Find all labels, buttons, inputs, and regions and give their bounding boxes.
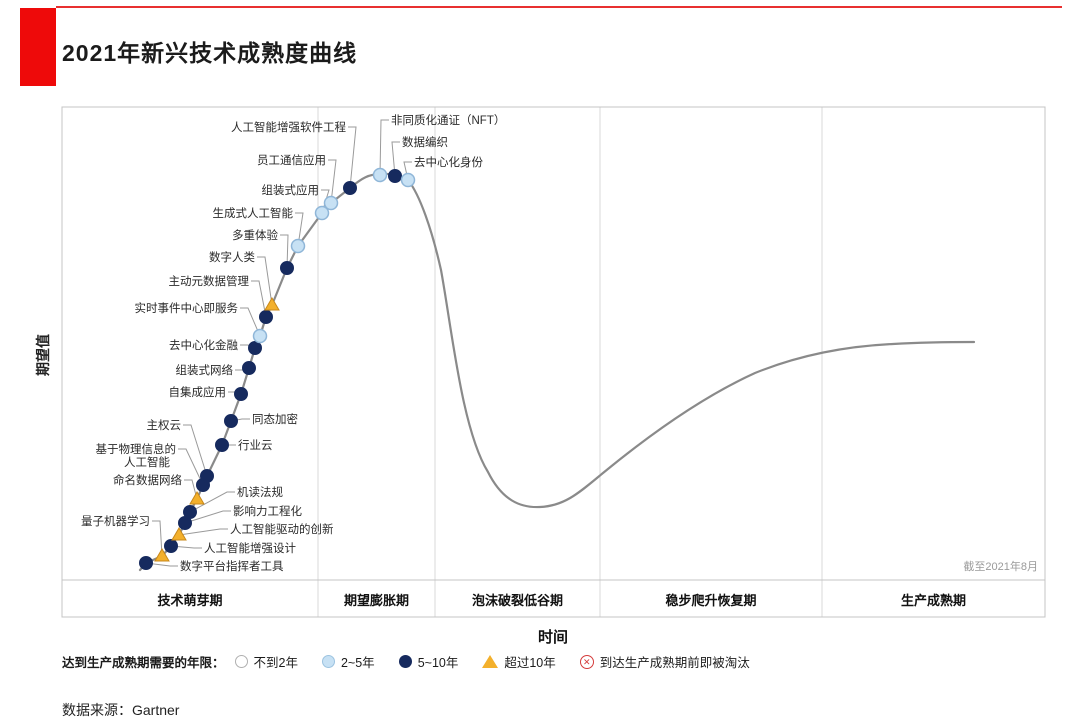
tech-label: 基于物理信息的人工智能 [96, 442, 177, 469]
connector-line [295, 212, 304, 247]
tech-marker-light [252, 328, 268, 344]
tech-label: 人工智能驱动的创新 [230, 522, 334, 536]
tech-marker-dark [242, 361, 256, 375]
connector-line [178, 448, 204, 486]
tech-label: 行业云 [238, 439, 273, 452]
tech-label: 人工智能增强软件工程 [231, 120, 346, 134]
tech-label: 同态加密 [252, 412, 298, 426]
tech-label: 命名数据网络 [113, 473, 182, 487]
legend-item-label: 超过10年 [504, 656, 556, 670]
tech-label: 去中心化金融 [169, 338, 238, 352]
legend-item-label: 不到2年 [253, 656, 298, 670]
tech-marker-dark [224, 414, 238, 428]
legend-item-label: 到达生产成熟期前即被淘汰 [599, 656, 750, 670]
tech-marker-dark [234, 387, 248, 401]
red-accent-square [20, 8, 56, 86]
tech-marker-dark [200, 469, 214, 483]
tech-marker-light [400, 172, 416, 188]
tech-marker-dark [259, 310, 273, 324]
legend-item-label: 5~10年 [417, 656, 459, 670]
connector-line [251, 280, 267, 318]
legend-marker-over10-icon [482, 655, 499, 668]
connector-line [379, 119, 389, 176]
tech-label: 去中心化身份 [414, 155, 483, 169]
connector-line [280, 234, 289, 269]
tech-marker-dark [280, 261, 294, 275]
legend-item-label: 2~5年 [340, 656, 375, 670]
phase-label: 生产成熟期 [900, 593, 966, 608]
connector-line [178, 528, 228, 536]
tech-label: 非同质化通证（NFT） [391, 113, 505, 127]
connector-line [184, 479, 198, 500]
legend-marker-under2-icon [234, 655, 248, 668]
tech-marker-light [323, 195, 339, 211]
legend-marker-obsolete-icon: ✕ [579, 654, 594, 669]
tech-label: 组装式应用 [262, 183, 320, 197]
connector-line [184, 510, 231, 524]
tech-marker-light [372, 167, 388, 183]
connector-line [189, 491, 235, 513]
page-title: 2021年新兴技术成熟度曲线 [62, 40, 358, 66]
connector-line [240, 307, 261, 337]
tech-marker-triangle [264, 297, 280, 311]
tech-label: 数字平台指挥者工具 [180, 559, 284, 573]
phase-label: 稳步爬升恢复期 [665, 593, 757, 608]
tech-marker-dark [215, 438, 229, 452]
tech-label: 主动元数据管理 [169, 274, 250, 288]
connector-line [257, 256, 273, 306]
tech-marker-dark [248, 341, 262, 355]
legend-item: 不到2年 [234, 652, 298, 671]
tech-label: 人工智能增强设计 [204, 541, 296, 555]
tech-label: 机读法规 [237, 485, 283, 499]
tech-marker-dark [139, 556, 153, 570]
legend-item: ✕ 到达生产成熟期前即被淘汰 [579, 652, 750, 671]
connector-line [170, 545, 202, 549]
connector-line [348, 126, 357, 189]
tech-marker-dark [388, 169, 402, 183]
x-axis-label: 时间 [537, 629, 568, 646]
legend-title: 达到生产成熟期需要的年限： [62, 656, 225, 670]
tech-marker-light [314, 205, 330, 221]
tech-marker-light [290, 238, 306, 254]
phase-label: 技术萌芽期 [157, 593, 223, 608]
legend-item: 2~5年 [321, 652, 375, 671]
tech-marker-triangle [189, 491, 205, 505]
connector-line [391, 141, 400, 177]
tech-marker-triangle [171, 527, 187, 541]
tech-label: 实时事件中心即服务 [135, 301, 239, 315]
tech-label: 数据编织 [402, 135, 448, 149]
legend: 达到生产成熟期需要的年限： 不到2年 2~5年 5~10年 超过10年 ✕ 到达生产成熟期… [62, 652, 774, 671]
tech-label: 主权云 [147, 419, 182, 432]
tech-label: 多重体验 [232, 228, 278, 242]
tech-label: 员工通信应用 [257, 153, 326, 167]
legend-item: 5~10年 [398, 652, 459, 671]
tech-label: 量子机器学习 [81, 514, 150, 528]
tech-marker-dark [343, 181, 357, 195]
legend-item: 超过10年 [482, 652, 556, 671]
as-of-date: 截至2021年8月 [963, 561, 1038, 573]
connector-line [183, 424, 208, 477]
connector-line [145, 562, 178, 567]
data-source: 数据来源：Gartner [62, 702, 180, 718]
tech-label: 自集成应用 [169, 385, 227, 399]
y-axis-label: 期望值 [35, 334, 51, 376]
legend-marker-2to5-icon [321, 655, 335, 668]
top-red-rule [56, 6, 1062, 8]
tech-label: 影响力工程化 [233, 504, 302, 518]
tech-label: 组装式网络 [176, 363, 234, 377]
legend-marker-5to10-icon [398, 655, 412, 668]
tech-label: 数字人类 [209, 250, 255, 264]
plot-frame [61, 106, 1046, 618]
phase-label: 期望膨胀期 [343, 593, 409, 608]
connector-line [152, 520, 163, 557]
tech-marker-dark [164, 539, 178, 553]
tech-marker-dark [183, 505, 197, 519]
phase-label: 泡沫破裂低谷期 [471, 593, 563, 608]
connector-line [328, 159, 337, 204]
tech-marker-triangle [154, 548, 170, 562]
legend-items: 不到2年 2~5年 5~10年 超过10年 ✕ 到达生产成熟期前即被淘汰 [234, 652, 774, 671]
tech-label: 生成式人工智能 [213, 206, 294, 220]
